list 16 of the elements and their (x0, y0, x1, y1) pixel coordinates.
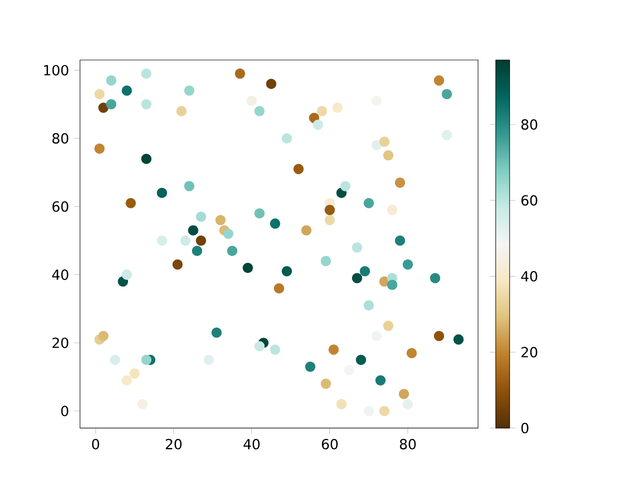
color-bar-label: 80 (521, 119, 538, 130)
color-bar-label: 20 (521, 346, 538, 358)
color-bar-label: 40 (521, 271, 538, 282)
x-tick-label: 0 (92, 438, 100, 450)
x-tick-label: 40 (244, 438, 260, 450)
y-tick-label: 100 (44, 64, 68, 76)
y-tick-label: 0 (61, 406, 68, 416)
color-bar-label: 0 (521, 422, 528, 434)
x-tick-label: 80 (400, 438, 416, 450)
y-tick-label: 80 (52, 133, 68, 144)
y-tick-label: 60 (52, 201, 68, 212)
x-tick-label: 60 (322, 438, 338, 450)
x-tick-label: 20 (166, 438, 182, 450)
y-tick-label: 40 (52, 269, 68, 280)
y-tick-label: 20 (52, 338, 68, 348)
color-bar-label: 60 (521, 195, 538, 206)
